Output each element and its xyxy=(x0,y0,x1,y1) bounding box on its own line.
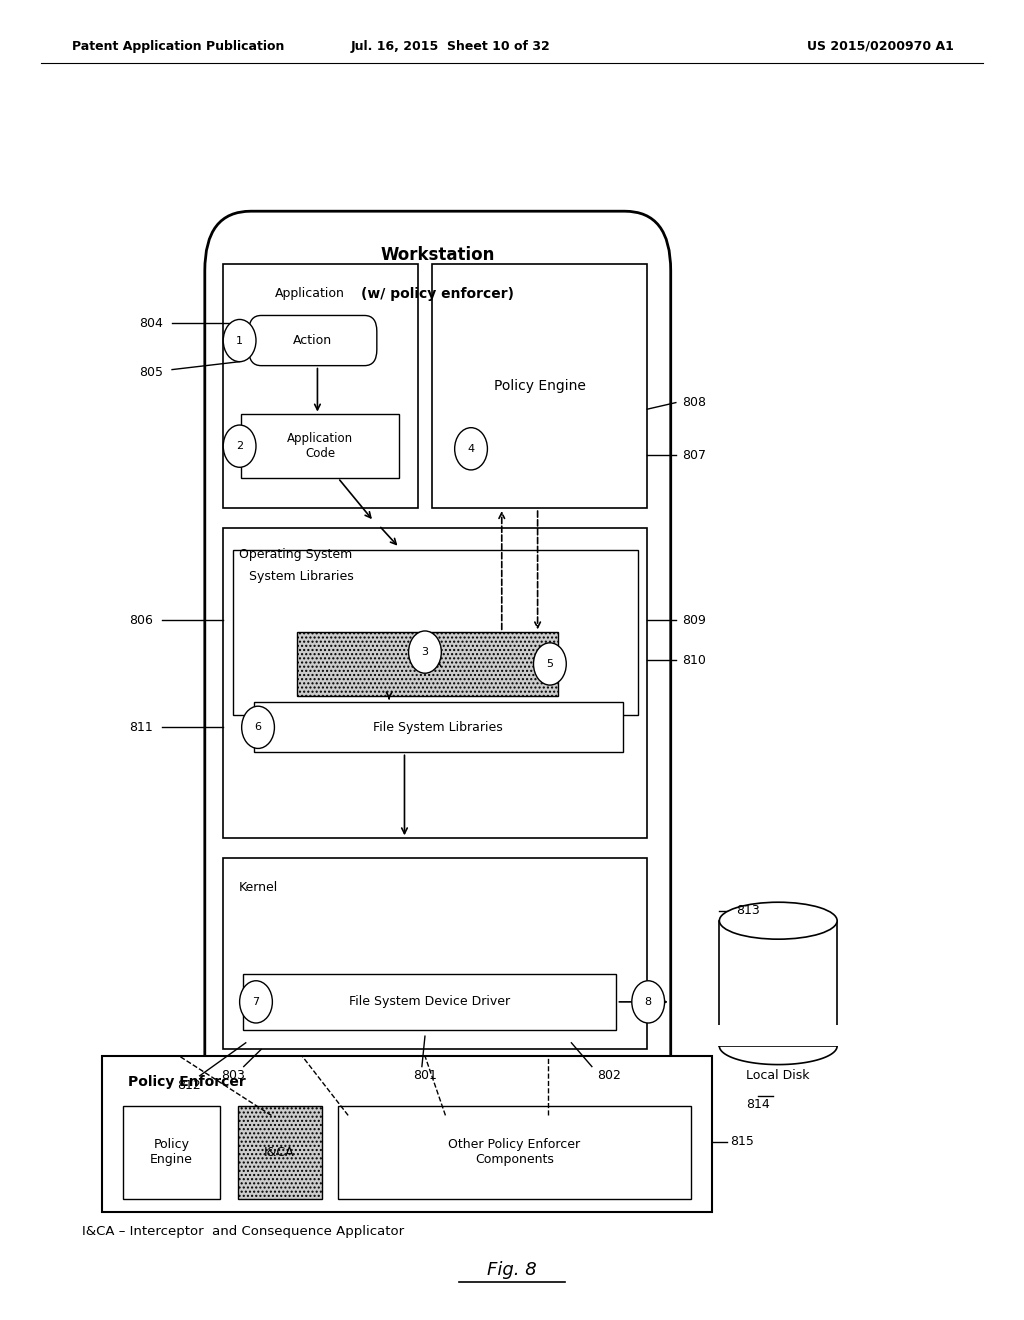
Circle shape xyxy=(632,981,665,1023)
Bar xyxy=(223,528,647,838)
Circle shape xyxy=(242,706,274,748)
Text: I&CA: I&CA xyxy=(264,1146,295,1159)
Bar xyxy=(233,550,638,715)
Text: 3: 3 xyxy=(422,647,428,657)
Text: File System Device Driver: File System Device Driver xyxy=(349,995,510,1008)
Text: I&CA – Interceptor  and Consequence Applicator: I&CA – Interceptor and Consequence Appli… xyxy=(82,1225,404,1238)
Text: Jul. 16, 2015  Sheet 10 of 32: Jul. 16, 2015 Sheet 10 of 32 xyxy=(350,40,551,53)
Text: Local Disk: Local Disk xyxy=(746,1069,810,1081)
Bar xyxy=(719,921,838,1045)
Text: Other Policy Enforcer
Components: Other Policy Enforcer Components xyxy=(449,1138,581,1167)
Text: Application: Application xyxy=(274,286,344,300)
Ellipse shape xyxy=(719,903,838,940)
Text: System Libraries: System Libraries xyxy=(249,570,353,583)
Text: Policy
Engine: Policy Engine xyxy=(151,1138,193,1167)
Text: Fig. 8: Fig. 8 xyxy=(487,1261,537,1279)
Text: 2: 2 xyxy=(237,441,243,451)
Bar xyxy=(297,632,558,696)
Text: I&CA: I&CA xyxy=(413,657,442,671)
Text: US 2015/0200970 A1: US 2015/0200970 A1 xyxy=(807,40,954,53)
Bar xyxy=(238,1106,322,1199)
Text: Policy Engine: Policy Engine xyxy=(494,379,586,393)
Bar xyxy=(241,414,399,478)
Bar xyxy=(223,858,647,1049)
Text: 7: 7 xyxy=(253,997,259,1007)
Text: Workstation: Workstation xyxy=(381,246,495,264)
Text: Kernel: Kernel xyxy=(239,880,278,894)
Text: 802: 802 xyxy=(597,1069,622,1082)
Text: Application
Code: Application Code xyxy=(287,432,353,461)
Text: Action: Action xyxy=(293,334,333,347)
Bar xyxy=(243,974,616,1030)
Circle shape xyxy=(534,643,566,685)
FancyBboxPatch shape xyxy=(205,211,671,1115)
Text: 811: 811 xyxy=(129,721,154,734)
Bar xyxy=(338,1106,691,1199)
Bar xyxy=(432,264,647,508)
Text: 812: 812 xyxy=(177,1078,202,1092)
Bar xyxy=(102,1056,712,1212)
Text: Operating System: Operating System xyxy=(239,548,352,561)
Text: 801: 801 xyxy=(413,1069,437,1082)
Circle shape xyxy=(240,981,272,1023)
Text: 1: 1 xyxy=(237,335,243,346)
Text: 5: 5 xyxy=(547,659,553,669)
Text: 815: 815 xyxy=(730,1135,755,1148)
Text: (w/ policy enforcer): (w/ policy enforcer) xyxy=(361,288,514,301)
Text: 808: 808 xyxy=(682,396,707,409)
Text: 814: 814 xyxy=(745,1098,770,1111)
Text: File System Libraries: File System Libraries xyxy=(374,721,503,734)
Circle shape xyxy=(455,428,487,470)
Text: 8: 8 xyxy=(645,997,651,1007)
Bar xyxy=(223,264,418,508)
Bar xyxy=(123,1106,220,1199)
Bar xyxy=(717,1024,840,1045)
Text: 805: 805 xyxy=(139,366,164,379)
Text: 813: 813 xyxy=(735,904,760,917)
Text: 806: 806 xyxy=(129,614,154,627)
Circle shape xyxy=(409,631,441,673)
Text: 810: 810 xyxy=(682,653,707,667)
Text: 803: 803 xyxy=(221,1069,246,1082)
Text: 6: 6 xyxy=(255,722,261,733)
Text: 804: 804 xyxy=(139,317,164,330)
Text: Policy Enforcer: Policy Enforcer xyxy=(128,1076,246,1089)
FancyBboxPatch shape xyxy=(249,315,377,366)
Bar xyxy=(254,702,623,752)
Text: 807: 807 xyxy=(682,449,707,462)
Text: Patent Application Publication: Patent Application Publication xyxy=(72,40,284,53)
Text: 4: 4 xyxy=(468,444,474,454)
Circle shape xyxy=(223,319,256,362)
Text: 809: 809 xyxy=(682,614,707,627)
Circle shape xyxy=(223,425,256,467)
